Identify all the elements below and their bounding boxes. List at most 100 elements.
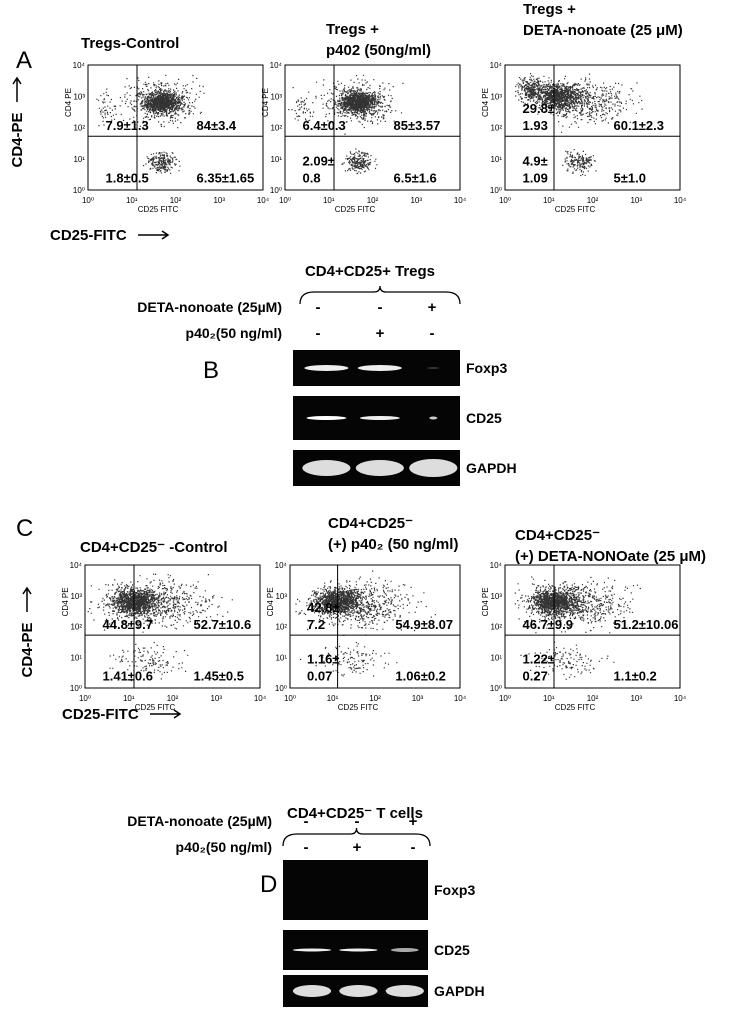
axis-title: CD4 PE <box>261 88 270 117</box>
quadrant-value: 0.07 <box>307 669 332 684</box>
quadrant-value: 0.8 <box>303 171 321 186</box>
arrow <box>138 230 170 240</box>
plot-frame <box>289 564 461 689</box>
quadrant-value: 51.2±10.06 <box>614 617 679 632</box>
y-tick-label: 10⁰ <box>70 684 82 693</box>
plot-title: (+) DETA-NONOate (25 μM) <box>515 548 706 565</box>
arrow <box>12 76 22 102</box>
arrow <box>22 586 32 612</box>
plot-frame <box>504 64 681 191</box>
quadrant-value: 1.93 <box>523 118 548 133</box>
quadrant-value: 6.35±1.65 <box>197 171 255 186</box>
y-tick-label: 10² <box>275 623 287 632</box>
quadrant-value: 7.2 <box>307 617 325 632</box>
y-tick-label: 10⁴ <box>73 61 86 70</box>
plot-title: p402 (50ng/ml) <box>326 42 431 59</box>
x-axis-label: CD25-FITC <box>50 227 127 244</box>
group-title: CD4+CD25+ Tregs <box>305 263 435 280</box>
gel-band <box>292 985 332 997</box>
lane-sign: + <box>409 813 418 830</box>
lane-sign: - <box>411 839 416 856</box>
axis-title: CD4 PE <box>61 587 70 616</box>
brace <box>282 827 431 847</box>
plot-frame <box>504 564 681 689</box>
x-tick-label: 10¹ <box>123 694 135 703</box>
gel-band <box>429 416 438 420</box>
y-axis-label: CD4-PE <box>19 622 36 677</box>
y-tick-label: 10⁴ <box>490 61 503 70</box>
y-tick-label: 10¹ <box>270 155 282 164</box>
x-tick-label: 10³ <box>410 196 422 205</box>
gel-band <box>306 416 347 420</box>
x-tick-label: 10⁰ <box>279 196 291 205</box>
quadrant-value: 44.8±9.7 <box>103 617 154 632</box>
y-tick-label: 10³ <box>73 92 85 101</box>
quadrant-value: 1.8±0.5 <box>106 171 149 186</box>
x-tick-label: 10⁰ <box>82 196 94 205</box>
gel-band <box>355 460 404 476</box>
quadrant-value: 1.16± <box>307 652 339 667</box>
x-tick-label: 10³ <box>630 196 642 205</box>
plot-title: (+) p40₂ (50 ng/ml) <box>328 536 458 553</box>
x-tick-label: 10² <box>369 694 381 703</box>
group-title: CD4+CD25⁻ T cells <box>287 805 423 822</box>
gene-label: Foxp3 <box>466 360 507 376</box>
quadrant-value: 52.7±10.6 <box>194 617 252 632</box>
quadrant-value: 7.9±1.3 <box>106 118 149 133</box>
y-tick-label: 10⁰ <box>73 186 85 195</box>
gene-label: CD25 <box>434 942 470 958</box>
gel <box>283 860 428 920</box>
panel-letter: B <box>203 357 219 384</box>
scatter-dots <box>295 570 436 677</box>
gel-band <box>357 365 402 371</box>
y-tick-label: 10⁰ <box>490 684 502 693</box>
gel-band <box>302 460 351 476</box>
gel-band <box>339 948 378 952</box>
axis-title: CD25 FITC <box>135 703 176 712</box>
plot-frame <box>87 64 264 191</box>
gene-label: Foxp3 <box>434 882 475 898</box>
y-tick-label: 10⁴ <box>490 561 503 570</box>
y-axis-label: CD4-PE <box>9 112 26 167</box>
axis-title: CD4 PE <box>481 88 490 117</box>
condition-label: DETA-nonoate (25µM) <box>127 813 272 829</box>
lane-sign: - <box>316 325 321 342</box>
gel-band <box>385 985 424 997</box>
y-tick-label: 10³ <box>490 92 502 101</box>
quadrant-value: 1.1±0.2 <box>614 669 657 684</box>
condition-label: DETA-nonoate (25µM) <box>137 299 282 315</box>
arrow <box>150 709 182 719</box>
quadrant-value: 2.09± <box>303 154 335 169</box>
x-tick-label: 10⁰ <box>499 694 511 703</box>
lane-sign: + <box>353 839 362 856</box>
quadrant-value: 42.8± <box>307 600 339 615</box>
gel-band <box>409 459 458 477</box>
x-tick-label: 10⁴ <box>674 694 687 703</box>
quadrant-value: 1.41±0.6 <box>103 669 154 684</box>
lane-sign: - <box>304 813 309 830</box>
x-tick-label: 10² <box>587 196 599 205</box>
quadrant-value: 1.22± <box>523 652 555 667</box>
scatter-dots <box>288 74 404 175</box>
y-tick-label: 10³ <box>490 592 502 601</box>
x-tick-label: 10⁴ <box>257 196 270 205</box>
x-tick-label: 10⁴ <box>674 196 687 205</box>
y-tick-label: 10² <box>490 124 502 133</box>
y-tick-label: 10³ <box>275 592 287 601</box>
y-tick-label: 10³ <box>70 592 82 601</box>
y-tick-label: 10² <box>70 623 82 632</box>
x-tick-label: 10⁴ <box>254 694 267 703</box>
x-axis-label: CD25-FITC <box>62 706 139 723</box>
x-tick-label: 10³ <box>630 694 642 703</box>
quadrant-value: 6.4±0.3 <box>303 118 346 133</box>
x-tick-label: 10³ <box>210 694 222 703</box>
quadrant-value: 54.9±8.07 <box>395 617 453 632</box>
quadrant-value: 4.9± <box>523 154 548 169</box>
quadrant-value: 6.5±1.6 <box>394 171 437 186</box>
quadrant-value: 1.45±0.5 <box>194 669 245 684</box>
plot-frame <box>284 64 461 191</box>
gene-label: CD25 <box>466 410 502 426</box>
quadrant-value: 60.1±2.3 <box>614 118 665 133</box>
